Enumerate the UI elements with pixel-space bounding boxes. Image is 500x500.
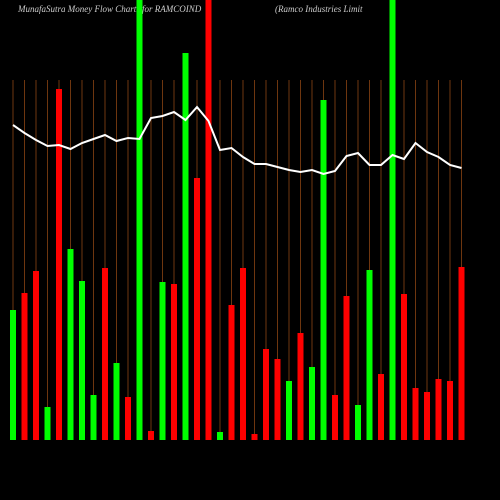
bar	[159, 282, 166, 440]
bar	[435, 379, 442, 440]
bar	[182, 53, 189, 440]
bar	[320, 100, 327, 440]
bar	[67, 249, 74, 440]
line	[12, 105, 462, 176]
bar	[343, 296, 350, 440]
bar	[389, 0, 396, 440]
bar	[378, 374, 384, 440]
bar	[79, 281, 85, 440]
bar	[33, 271, 39, 440]
chart-title: MunafaSutra Money Flow Charts for RAMCOI…	[17, 4, 202, 14]
bar	[401, 294, 407, 440]
bar	[171, 284, 177, 440]
bar	[90, 395, 97, 440]
bar	[447, 381, 453, 440]
bar	[424, 392, 430, 440]
bar	[309, 367, 315, 440]
bar	[263, 349, 269, 440]
chart-subtitle: (Ramco Industries Limit	[275, 4, 363, 14]
bar	[251, 434, 258, 440]
bar	[240, 268, 246, 440]
bar	[194, 178, 200, 440]
bar	[228, 305, 235, 440]
bar	[274, 359, 281, 440]
bar	[366, 270, 373, 440]
bar	[10, 310, 16, 440]
bar	[458, 267, 465, 440]
bar	[412, 388, 419, 440]
bar	[113, 363, 120, 440]
bar	[56, 89, 62, 440]
bar	[355, 405, 361, 440]
bar	[125, 397, 131, 440]
bar	[205, 0, 212, 440]
bar	[297, 333, 304, 440]
bar	[21, 293, 28, 440]
bar	[102, 268, 108, 440]
bar	[332, 395, 338, 440]
bar	[148, 431, 154, 440]
bar	[44, 407, 51, 440]
bar	[217, 432, 223, 440]
bar	[286, 381, 292, 440]
bar	[136, 0, 143, 440]
